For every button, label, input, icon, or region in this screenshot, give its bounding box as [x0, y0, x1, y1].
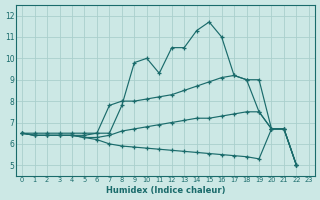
X-axis label: Humidex (Indice chaleur): Humidex (Indice chaleur): [106, 186, 225, 195]
